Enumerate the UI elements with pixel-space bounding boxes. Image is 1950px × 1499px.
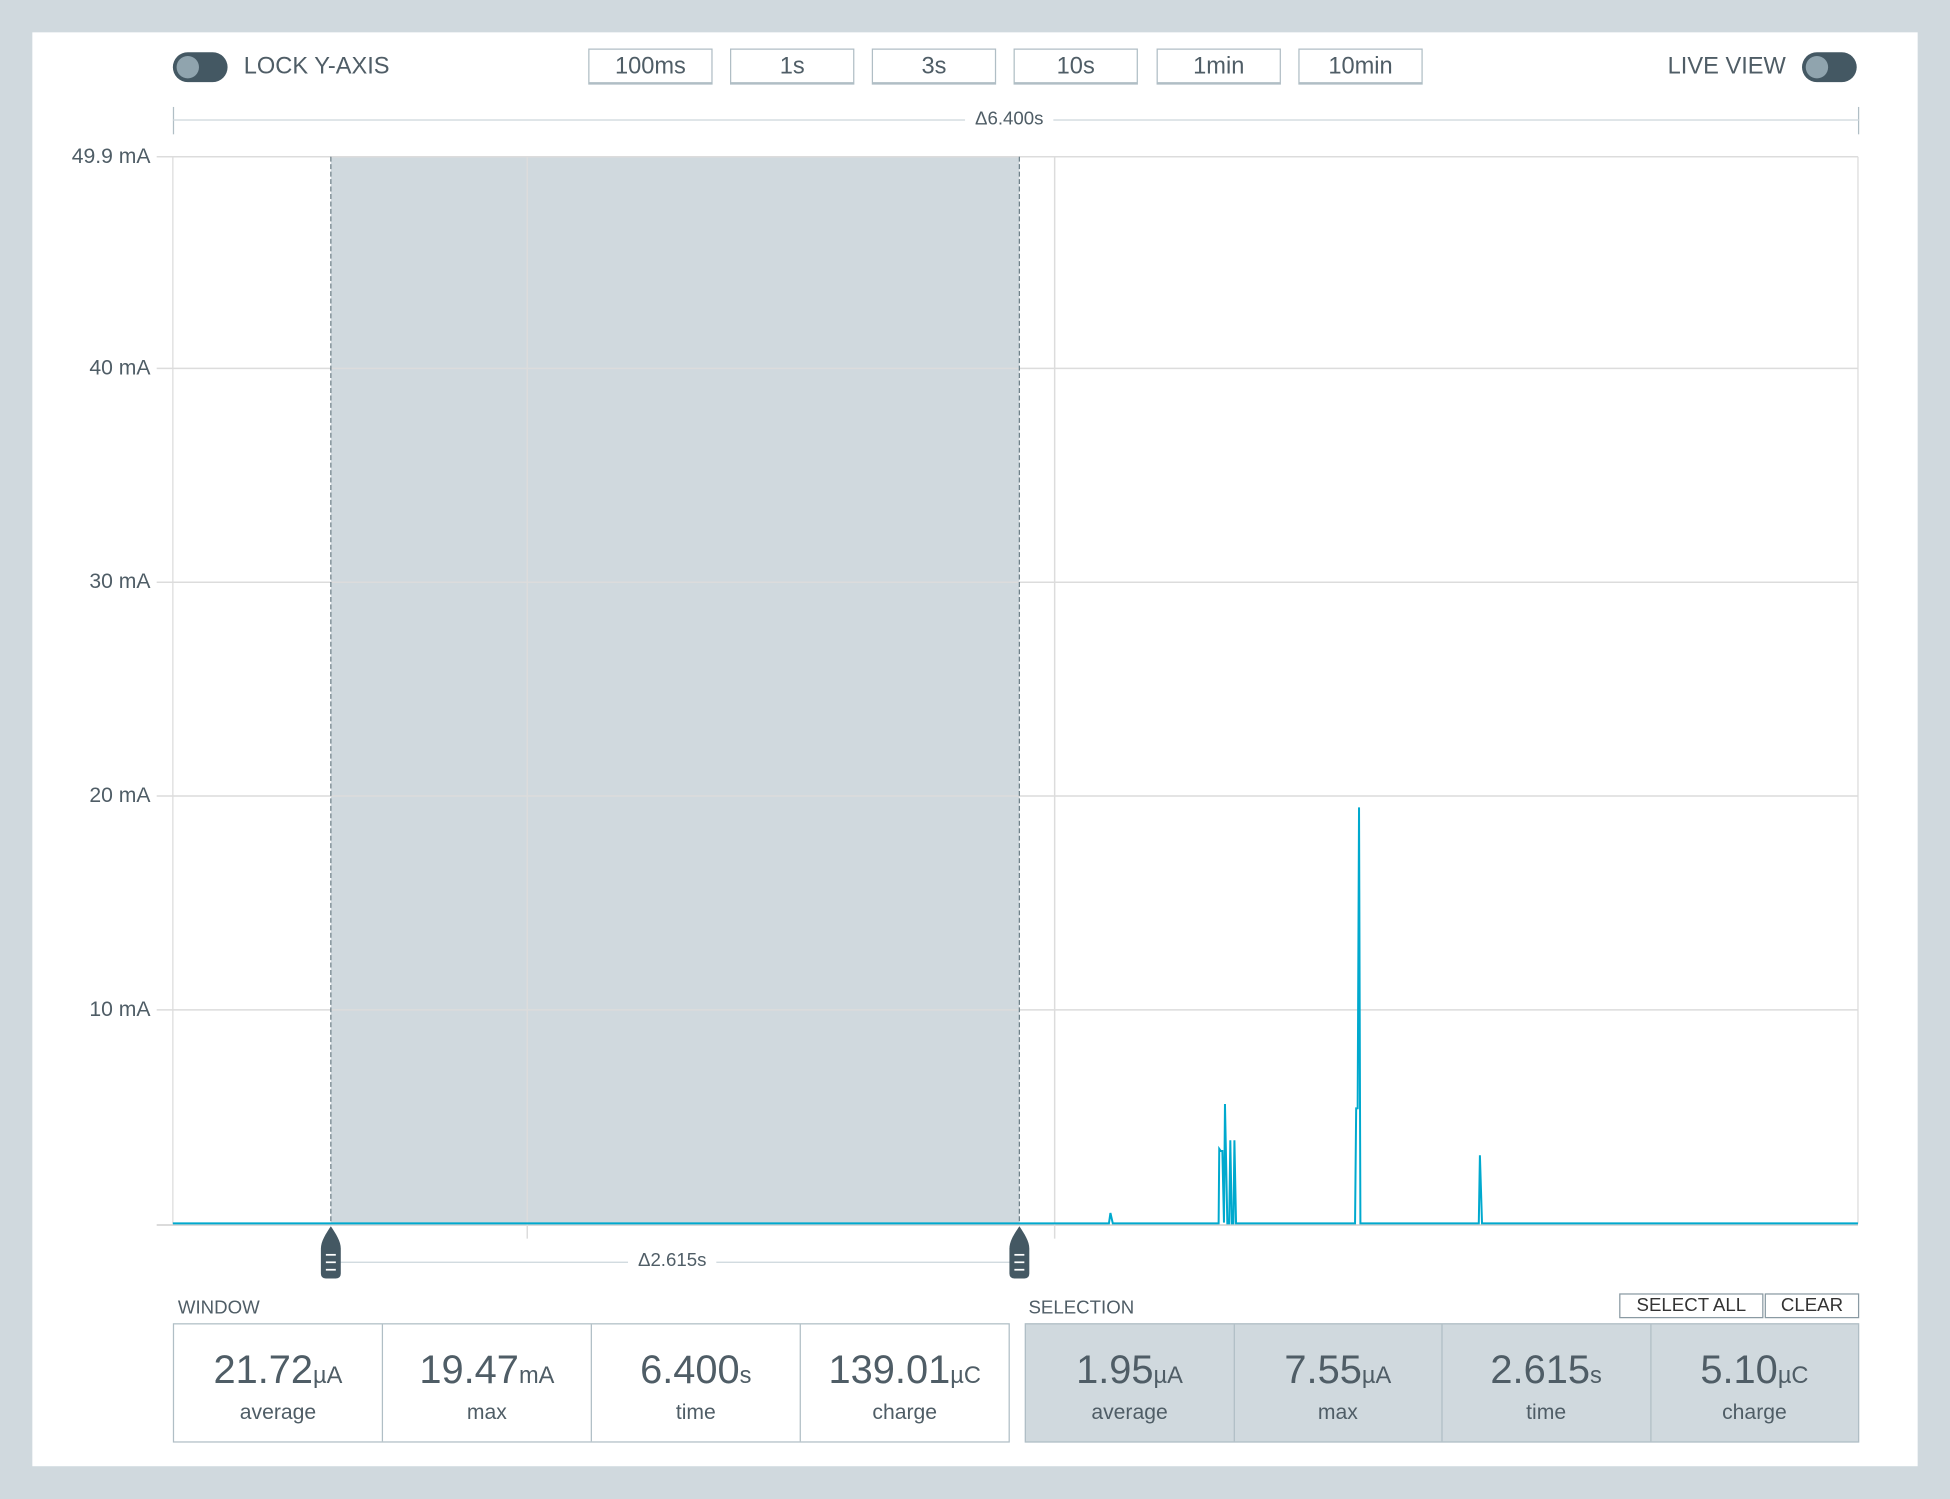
- window-1s-button[interactable]: 1s: [730, 48, 855, 85]
- window-max: 19.47mA max: [383, 1324, 592, 1442]
- stat-value: 19.47: [419, 1346, 519, 1392]
- toggle-knob: [176, 55, 199, 79]
- y-tick-label: 20 mA: [89, 783, 151, 808]
- selection-duration-label: Δ2.615s: [628, 1249, 717, 1271]
- selection-region: [330, 156, 1020, 1224]
- stat-value: 21.72: [213, 1346, 314, 1392]
- handle-shape: [1009, 1226, 1030, 1279]
- selection-time: 2.615s time: [1443, 1324, 1651, 1442]
- stat-caption: max: [1317, 1400, 1358, 1424]
- stat-caption: charge: [872, 1400, 938, 1424]
- handle-shape: [320, 1226, 341, 1279]
- stat-caption: average: [1091, 1400, 1168, 1424]
- stat-caption: charge: [1722, 1400, 1787, 1424]
- stat-unit: mA: [518, 1363, 555, 1390]
- stat-unit: µA: [313, 1363, 343, 1390]
- stat-unit: µC: [1777, 1363, 1809, 1390]
- stat-value: 6.400: [640, 1346, 740, 1392]
- stat-unit: µA: [1153, 1363, 1183, 1390]
- window-10s-button[interactable]: 10s: [1013, 48, 1138, 85]
- toggle-knob: [1805, 55, 1829, 79]
- lock-y-axis-toggle[interactable]: [172, 52, 228, 83]
- window-average: 21.72µA average: [174, 1324, 384, 1442]
- window-time: 6.400s time: [592, 1324, 801, 1442]
- current-plot[interactable]: [0, 0, 1950, 1293]
- select-all-button[interactable]: SELECT ALL: [1619, 1293, 1764, 1319]
- stat-value: 5.10: [1700, 1346, 1778, 1392]
- y-max-label: 49.9 mA: [71, 144, 151, 168]
- window-duration-label: Δ6.400s: [965, 108, 1054, 130]
- window-stats: 21.72µA average 19.47mA max 6.400s time 139…: [172, 1323, 1010, 1443]
- selection-average: 1.95µA average: [1026, 1324, 1235, 1442]
- selection-right-handle[interactable]: [1009, 1226, 1030, 1279]
- stat-unit: s: [1590, 1363, 1602, 1390]
- clear-button[interactable]: CLEAR: [1764, 1293, 1860, 1319]
- stat-value: 2.615: [1490, 1346, 1591, 1392]
- y-tick-label: 40 mA: [89, 355, 151, 380]
- stat-value: 1.95: [1076, 1346, 1154, 1392]
- live-view-label: LIVE VIEW: [1667, 53, 1786, 80]
- stat-unit: µC: [950, 1363, 981, 1390]
- window-charge: 139.01µC charge: [801, 1324, 1009, 1441]
- stat-unit: µA: [1361, 1363, 1392, 1390]
- selection-left-handle[interactable]: [320, 1226, 341, 1279]
- live-view-toggle[interactable]: [1802, 52, 1857, 83]
- selection-max: 7.55µA max: [1234, 1324, 1443, 1442]
- current-trace: [172, 807, 1858, 1225]
- ruler-left-tick: [172, 106, 175, 135]
- stat-value: 139.01: [828, 1346, 951, 1392]
- y-tick-label: 10 mA: [89, 997, 151, 1022]
- stat-caption: time: [1526, 1400, 1567, 1424]
- window-10min-button[interactable]: 10min: [1298, 48, 1423, 85]
- stat-caption: max: [466, 1400, 507, 1424]
- selection-charge: 5.10µC charge: [1651, 1324, 1858, 1441]
- window-1min-button[interactable]: 1min: [1156, 48, 1281, 85]
- selection-stats: 1.95µA average 7.55µA max 2.615s time 5.10µ…: [1024, 1323, 1860, 1443]
- stat-value: 7.55: [1284, 1346, 1362, 1392]
- stat-caption: time: [675, 1400, 716, 1424]
- stat-unit: s: [739, 1363, 752, 1390]
- y-tick-label: 30 mA: [89, 569, 151, 594]
- window-3s-button[interactable]: 3s: [871, 48, 997, 85]
- window-stats-title: WINDOW: [177, 1297, 260, 1319]
- lock-y-axis-label: LOCK Y-AXIS: [243, 53, 390, 80]
- ruler-right-tick: [1857, 106, 1860, 135]
- window-100ms-button[interactable]: 100ms: [588, 48, 713, 85]
- selection-stats-title: SELECTION: [1028, 1297, 1135, 1319]
- stat-caption: average: [239, 1400, 317, 1424]
